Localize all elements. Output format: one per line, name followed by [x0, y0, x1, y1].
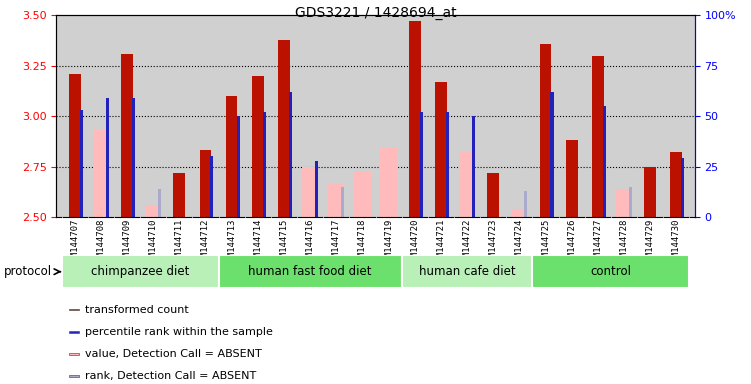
- Bar: [173, 172, 185, 217]
- Bar: [92, 130, 109, 217]
- Text: human fast food diet: human fast food diet: [249, 265, 372, 278]
- Text: GSM144708: GSM144708: [96, 219, 105, 267]
- Text: rank, Detection Call = ABSENT: rank, Detection Call = ABSENT: [86, 371, 257, 381]
- Text: GSM144712: GSM144712: [201, 219, 210, 267]
- Text: GSM144725: GSM144725: [541, 219, 550, 267]
- Text: GDS3221 / 1428694_at: GDS3221 / 1428694_at: [294, 6, 457, 20]
- Bar: [435, 82, 447, 217]
- Bar: [121, 54, 133, 217]
- Text: GSM144727: GSM144727: [593, 219, 602, 267]
- Text: GSM144724: GSM144724: [515, 219, 524, 267]
- Bar: [487, 172, 499, 217]
- Bar: [278, 40, 290, 217]
- Bar: [616, 189, 632, 217]
- Bar: [252, 76, 264, 217]
- Bar: [263, 112, 266, 217]
- Text: percentile rank within the sample: percentile rank within the sample: [86, 326, 273, 337]
- Bar: [80, 110, 83, 217]
- Text: GSM144714: GSM144714: [253, 219, 262, 267]
- Text: GSM144720: GSM144720: [410, 219, 419, 267]
- Text: control: control: [590, 265, 632, 278]
- Bar: [132, 98, 135, 217]
- Bar: [219, 255, 402, 288]
- Text: GSM144717: GSM144717: [332, 219, 341, 267]
- Bar: [420, 112, 423, 217]
- Bar: [511, 209, 528, 217]
- Bar: [603, 106, 606, 217]
- Text: GSM144721: GSM144721: [436, 219, 445, 267]
- Bar: [459, 152, 475, 217]
- Bar: [106, 98, 109, 217]
- Bar: [69, 308, 79, 311]
- Bar: [226, 96, 237, 217]
- Text: value, Detection Call = ABSENT: value, Detection Call = ABSENT: [86, 349, 262, 359]
- Text: GSM144729: GSM144729: [646, 219, 655, 267]
- Text: GSM144716: GSM144716: [306, 219, 315, 267]
- Bar: [592, 56, 604, 217]
- Text: GSM144723: GSM144723: [489, 219, 498, 267]
- Bar: [200, 151, 211, 217]
- Text: GSM144710: GSM144710: [149, 219, 158, 267]
- Bar: [644, 167, 656, 217]
- Bar: [315, 161, 318, 217]
- Bar: [302, 167, 318, 217]
- Bar: [532, 255, 689, 288]
- Text: protocol: protocol: [4, 265, 52, 278]
- Bar: [210, 157, 213, 217]
- Text: GSM144730: GSM144730: [672, 219, 681, 267]
- Text: GSM144711: GSM144711: [175, 219, 184, 267]
- Bar: [328, 183, 345, 217]
- Bar: [237, 116, 240, 217]
- Text: chimpanzee diet: chimpanzee diet: [91, 265, 189, 278]
- Bar: [62, 255, 219, 288]
- Text: GSM144728: GSM144728: [620, 219, 629, 267]
- Bar: [524, 191, 527, 217]
- Bar: [629, 187, 632, 217]
- Bar: [566, 141, 578, 217]
- Bar: [145, 205, 161, 217]
- Text: GSM144715: GSM144715: [279, 219, 288, 267]
- Bar: [681, 159, 684, 217]
- Bar: [409, 22, 421, 217]
- Bar: [69, 74, 80, 217]
- Bar: [354, 170, 371, 217]
- Bar: [289, 92, 292, 217]
- Bar: [402, 255, 532, 288]
- Text: human cafe diet: human cafe diet: [419, 265, 515, 278]
- Bar: [69, 353, 79, 355]
- Bar: [446, 112, 449, 217]
- Bar: [158, 189, 161, 217]
- Bar: [69, 331, 79, 333]
- Text: GSM144726: GSM144726: [567, 219, 576, 267]
- Bar: [671, 152, 682, 217]
- Bar: [550, 92, 553, 217]
- Bar: [341, 187, 344, 217]
- Bar: [380, 149, 397, 217]
- Text: GSM144713: GSM144713: [227, 219, 236, 267]
- Text: transformed count: transformed count: [86, 305, 189, 314]
- Bar: [69, 375, 79, 377]
- Text: GSM144718: GSM144718: [358, 219, 367, 267]
- Bar: [540, 44, 551, 217]
- Text: GSM144709: GSM144709: [122, 219, 131, 267]
- Bar: [472, 116, 475, 217]
- Text: GSM144719: GSM144719: [384, 219, 393, 267]
- Text: GSM144722: GSM144722: [463, 219, 472, 267]
- Text: GSM144707: GSM144707: [70, 219, 79, 267]
